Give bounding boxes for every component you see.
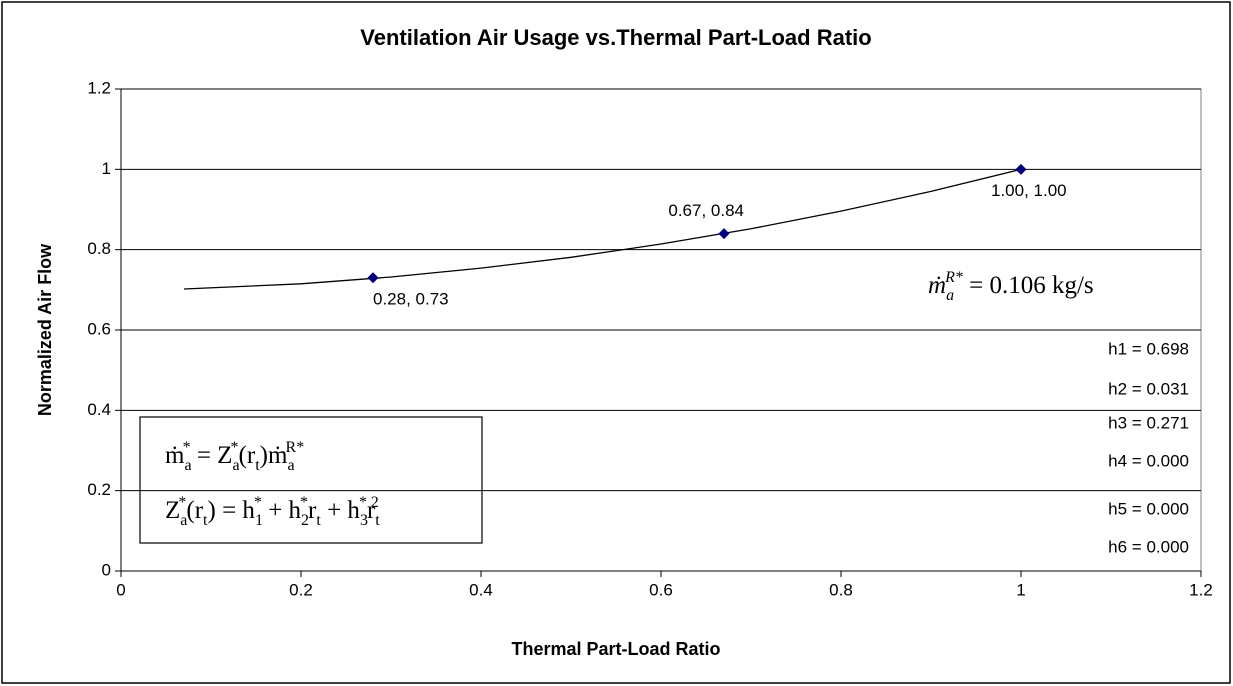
equation-part: = Z xyxy=(191,442,233,469)
equation-part: ṁ xyxy=(165,442,185,469)
equation-part: * xyxy=(183,439,191,456)
equation-part: 2 xyxy=(301,512,309,529)
equation: ṁa* = Za*(rt)ṁaR* xyxy=(165,439,304,474)
equation-part: + h xyxy=(321,497,361,524)
data-point xyxy=(1015,163,1027,175)
coefficient-label: h1 = 0.698 xyxy=(1108,339,1189,358)
equation-part: a xyxy=(180,512,187,529)
y-tick-label: 0 xyxy=(102,560,111,579)
equation-part: * xyxy=(300,494,308,511)
equation-part: 1 xyxy=(255,512,263,529)
data-label: 0.28, 0.73 xyxy=(373,289,449,308)
data-point xyxy=(718,228,730,240)
equation-part: + h xyxy=(262,497,302,524)
equation-part: t xyxy=(203,512,208,529)
rated-flow: ṁaR* = 0.106 kg/s xyxy=(928,269,1094,304)
y-tick-label: 1 xyxy=(102,159,111,178)
rated-flow-part: R* xyxy=(944,269,963,286)
equation-part: )ṁ xyxy=(260,442,288,469)
x-tick-label: 0.4 xyxy=(469,580,493,599)
data-point xyxy=(367,272,379,284)
equation-part: t xyxy=(316,512,321,529)
equation-part: 2 xyxy=(371,494,379,511)
chart-title: Ventilation Air Usage vs.Thermal Part-Lo… xyxy=(360,25,871,50)
y-axis-label: Normalized Air Flow xyxy=(35,243,55,416)
equation-part: * xyxy=(254,494,262,511)
equation-part: Z xyxy=(165,497,180,524)
x-tick-label: 0.8 xyxy=(829,580,853,599)
equation-part: * xyxy=(231,439,239,456)
equation-part: * xyxy=(359,494,367,511)
equation-part: R* xyxy=(286,439,305,456)
rated-flow-part: a xyxy=(946,287,954,304)
equation-part: t xyxy=(255,457,260,474)
formula-box xyxy=(139,416,483,544)
data-label: 1.00, 1.00 xyxy=(991,181,1067,200)
equation-part: (r xyxy=(186,497,203,524)
y-tick-label: 0.8 xyxy=(87,239,111,258)
x-axis-label: Thermal Part-Load Ratio xyxy=(511,639,720,659)
x-tick-label: 0.2 xyxy=(289,580,313,599)
coefficient-label: h3 = 0.271 xyxy=(1108,413,1189,432)
x-tick-label: 1 xyxy=(1016,580,1025,599)
x-tick-label: 1.2 xyxy=(1189,580,1213,599)
equation-part: r xyxy=(367,497,376,524)
coefficient-label: h5 = 0.000 xyxy=(1108,499,1189,518)
equation-part: 3 xyxy=(360,512,368,529)
equation-part: r xyxy=(308,497,317,524)
fit-curve xyxy=(183,168,1022,290)
equation-part: a xyxy=(184,457,191,474)
equation-part: a xyxy=(287,457,294,474)
y-tick-label: 1.2 xyxy=(87,78,111,97)
equation-part: ) = h xyxy=(208,497,256,524)
coefficient-label: h6 = 0.000 xyxy=(1108,537,1189,556)
equation-part: (r xyxy=(239,442,256,469)
equation: Za*(rt) = h1* + h2*rt + h3*rt2 xyxy=(165,494,380,529)
x-tick-label: 0 xyxy=(116,580,125,599)
data-label: 0.67, 0.84 xyxy=(668,201,744,220)
equation-part: a xyxy=(232,457,239,474)
rated-flow-part: ṁ xyxy=(928,272,946,299)
equation-part: * xyxy=(178,494,186,511)
rated-flow-part: = 0.106 kg/s xyxy=(963,272,1094,299)
coefficient-label: h2 = 0.031 xyxy=(1108,379,1189,398)
equation-part: t xyxy=(375,512,380,529)
coefficient-label: h4 = 0.000 xyxy=(1108,451,1189,470)
y-tick-label: 0.2 xyxy=(87,480,111,499)
y-tick-label: 0.6 xyxy=(87,319,111,338)
y-tick-label: 0.4 xyxy=(87,400,111,419)
x-tick-label: 0.6 xyxy=(649,580,673,599)
